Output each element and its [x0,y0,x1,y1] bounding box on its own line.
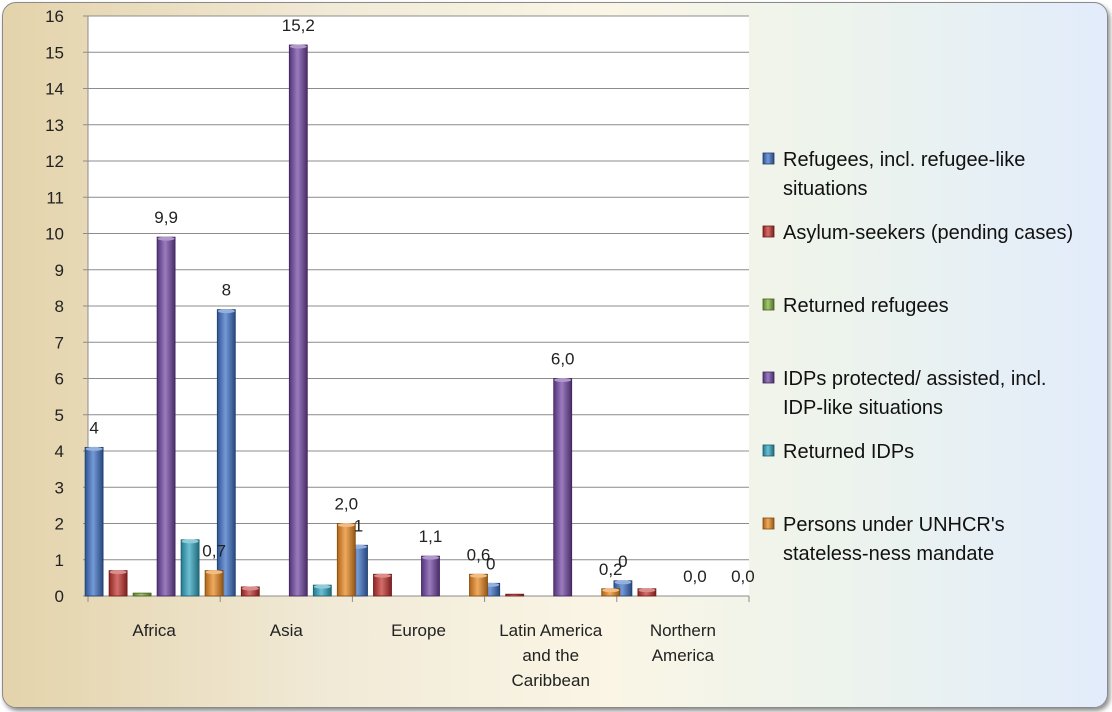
data-label: 1,1 [419,527,443,546]
bar [505,593,525,597]
y-tick-label: 7 [55,333,64,352]
data-label: 8 [222,281,231,300]
data-label: 0,6 [467,545,491,564]
y-tick-label: 0 [55,587,64,606]
bar [336,523,356,597]
data-label: 0 [486,554,495,573]
bar [421,555,440,597]
y-tick-label: 4 [55,442,64,461]
bar-top [85,446,103,451]
bar-top [181,539,199,544]
data-labels: 4 8 1 0 0 9,9 15,2 1,1 6,0 0,0 0,7 2,0 0,6 0,2 0,0 [89,16,754,586]
legend: Refugees, incl. refugee-like situations As… [762,149,1073,565]
y-tick-label: 11 [46,188,64,207]
category-label: Africa [132,621,176,640]
legend-label: Asylum-seekers (pending cases) [783,222,1073,244]
category-label: Northern America [650,621,716,665]
data-label: 15,2 [282,16,315,35]
bar [553,378,573,597]
data-label: 2,0 [334,495,358,514]
bar-top [638,588,656,593]
data-label: 6,0 [551,350,575,369]
y-tick-label: 1 [55,551,64,570]
legend-swatch [762,517,775,530]
category-label: Latin America and the Caribbean [499,621,603,690]
bar-top [470,573,487,578]
legend-swatch [762,225,775,238]
data-label: 0,0 [683,567,707,586]
bar-top [614,580,632,585]
bar-top [157,236,175,241]
y-tick-label: 13 [45,116,64,135]
x-axis: Africa Asia Europe Latin America and the Cari… [87,595,750,690]
y-tick-label: 9 [55,261,64,280]
bar-top [313,584,331,589]
y-tick-label: 12 [45,152,64,171]
data-label: 0,2 [599,560,623,579]
bar [180,539,200,597]
y-tick-label: 3 [55,478,64,497]
bar [204,570,224,597]
bar-top [554,378,572,382]
bar [132,592,152,597]
y-tick-label: 6 [55,370,64,389]
bar-top [205,570,223,575]
bar-top [422,555,439,560]
bar-top [374,573,391,578]
bar-top [337,523,355,527]
data-label: 0,7 [202,542,226,561]
y-tick-label: 2 [55,515,64,534]
category-label: Asia [270,621,304,640]
legend-label: Persons under UNHCR's stateless-ness mand… [783,514,1005,565]
data-label: 9,9 [154,208,178,227]
bars [84,44,657,597]
bar [156,236,176,597]
bar-top [602,588,620,593]
y-tick-label: 8 [55,297,64,316]
data-label: 0,0 [731,567,755,586]
bar-top [217,309,235,314]
y-tick-label: 5 [55,406,64,425]
y-tick-label: 14 [45,80,64,99]
bar-top [289,44,307,49]
legend-label: IDPs protected/ assisted, incl. IDP-like … [783,368,1046,419]
y-tick-label: 10 [45,225,64,244]
data-label: 1 [354,516,363,535]
bar [108,570,128,597]
y-tick-label: 16 [45,7,64,26]
data-label: 0 [618,552,627,571]
bar-top [241,586,259,591]
legend-swatch [762,444,775,457]
legend-swatch [762,298,775,311]
legend-label: Returned refugees [783,295,949,317]
legend-label: Refugees, incl. refugee-like situations [783,149,1025,200]
bar [288,44,308,597]
legend-swatch [762,371,775,384]
legend-label: Returned IDPs [783,441,914,463]
bar-top [109,570,127,575]
category-label: Europe [391,621,446,640]
bar [84,446,104,597]
gridlines [88,15,749,561]
legend-swatch [762,152,775,165]
data-label: 4 [89,418,98,437]
y-tick-label: 15 [45,43,64,62]
